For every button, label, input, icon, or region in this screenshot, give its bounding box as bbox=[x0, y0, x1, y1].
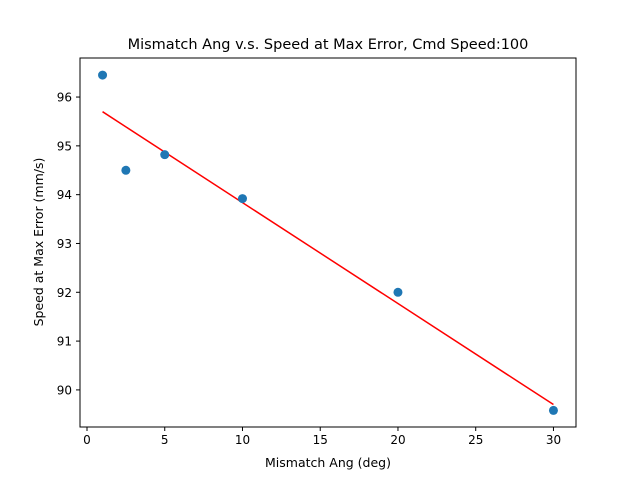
x-axis-label: Mismatch Ang (deg) bbox=[265, 455, 391, 470]
y-tick-label: 96 bbox=[57, 91, 72, 105]
chart-title: Mismatch Ang v.s. Speed at Max Error, Cm… bbox=[128, 37, 529, 53]
data-point bbox=[98, 70, 108, 80]
x-tick-label: 15 bbox=[313, 433, 328, 447]
x-tick-label: 10 bbox=[235, 433, 250, 447]
x-tick-label: 30 bbox=[546, 433, 561, 447]
y-axis-label: Speed at Max Error (mm/s) bbox=[31, 158, 46, 327]
y-tick-label: 90 bbox=[57, 383, 72, 397]
x-tick-label: 0 bbox=[83, 433, 91, 447]
y-tick-label: 93 bbox=[57, 237, 72, 251]
y-tick-label: 94 bbox=[57, 188, 72, 202]
data-point bbox=[237, 194, 247, 204]
plot-frame bbox=[79, 57, 577, 428]
x-tick-label: 20 bbox=[390, 433, 405, 447]
data-point bbox=[393, 287, 403, 297]
data-point bbox=[121, 165, 131, 175]
y-tick-label: 95 bbox=[57, 139, 72, 153]
data-point bbox=[548, 405, 558, 415]
x-axis: 0 5 10 15 20 25 30 bbox=[83, 427, 561, 447]
x-tick-label: 25 bbox=[468, 433, 483, 447]
y-tick-label: 92 bbox=[57, 286, 72, 300]
fit-line bbox=[102, 111, 554, 406]
y-axis: 90 91 92 93 94 95 96 bbox=[57, 91, 80, 397]
data-point bbox=[160, 150, 170, 160]
chart-marks bbox=[98, 70, 558, 415]
x-tick-label: 5 bbox=[161, 433, 169, 447]
y-tick-label: 91 bbox=[57, 335, 72, 349]
